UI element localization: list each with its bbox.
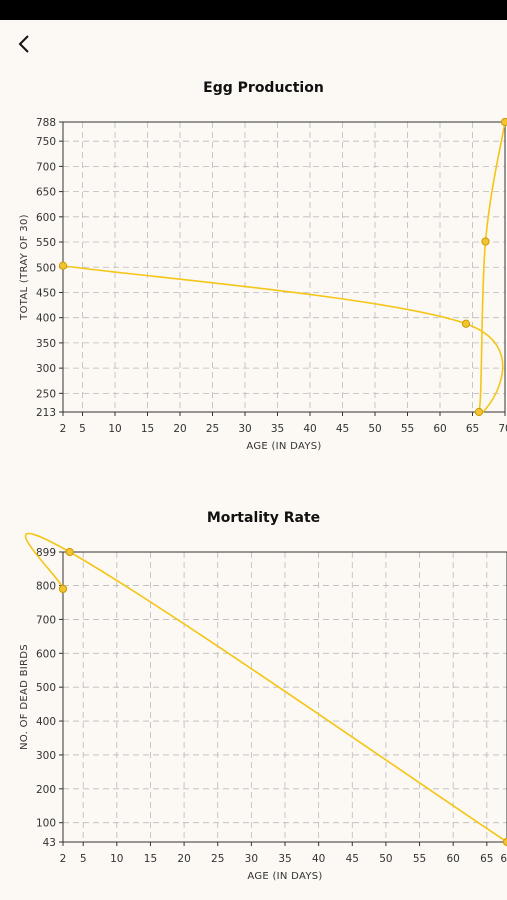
x-tick-label: 10 xyxy=(110,853,123,865)
y-tick-label: 700 xyxy=(36,614,56,626)
x-tick-label: 50 xyxy=(379,853,392,865)
back-button[interactable] xyxy=(10,30,38,58)
y-tick-label: 450 xyxy=(36,287,56,299)
x-tick-label: 30 xyxy=(245,853,258,865)
x-tick-label: 20 xyxy=(177,853,190,865)
y-tick-label: 750 xyxy=(36,136,56,148)
x-tick-label: 5 xyxy=(79,423,86,435)
x-tick-label: 55 xyxy=(401,423,414,435)
x-axis-title: AGE (IN DAYS) xyxy=(247,871,322,882)
y-tick-label: 500 xyxy=(36,682,56,694)
mortality-data-point[interactable] xyxy=(58,584,68,594)
x-tick-label: 70 xyxy=(498,423,507,435)
x-tick-label: 45 xyxy=(336,423,349,435)
chevron-left-icon xyxy=(18,35,29,53)
y-tick-label: 250 xyxy=(36,388,56,400)
y-tick-label: 600 xyxy=(36,648,56,660)
y-tick-label: 300 xyxy=(36,363,56,375)
y-tick-label: 550 xyxy=(36,237,56,249)
mortality-rate-title: Mortality Rate xyxy=(206,510,321,526)
mortality-rate-chart: 2510152025303540455055606568431002003004… xyxy=(19,532,507,882)
y-tick-label: 400 xyxy=(36,716,56,728)
status-bar xyxy=(0,0,507,20)
egg-production-title: Egg Production xyxy=(203,80,324,96)
y-tick-label: 500 xyxy=(36,262,56,274)
x-tick-label: 40 xyxy=(312,853,325,865)
x-tick-label: 35 xyxy=(271,423,284,435)
mortality-data-point[interactable] xyxy=(502,837,507,847)
x-tick-label: 60 xyxy=(446,853,459,865)
egg-data-point[interactable] xyxy=(474,407,484,417)
y-axis-title: NO. OF DEAD BIRDS xyxy=(19,644,30,750)
x-tick-label: 10 xyxy=(108,423,121,435)
mortality-series-line xyxy=(24,532,507,843)
egg-data-point[interactable] xyxy=(58,261,68,270)
y-tick-label: 200 xyxy=(36,784,56,796)
x-tick-label: 55 xyxy=(413,853,426,865)
y-tick-label: 899 xyxy=(36,547,56,559)
y-axis-title: TOTAL (TRAY OF 30) xyxy=(19,214,30,321)
y-tick-label: 43 xyxy=(43,837,56,849)
x-tick-label: 65 xyxy=(466,423,479,435)
x-tick-label: 40 xyxy=(303,423,316,435)
y-tick-label: 100 xyxy=(36,818,56,830)
x-tick-label: 25 xyxy=(211,853,224,865)
x-tick-label: 5 xyxy=(80,853,87,865)
y-tick-label: 400 xyxy=(36,313,56,325)
y-tick-label: 800 xyxy=(36,581,56,593)
y-tick-label: 788 xyxy=(36,117,56,129)
x-tick-label: 45 xyxy=(346,853,359,865)
y-tick-label: 350 xyxy=(36,338,56,350)
y-tick-label: 700 xyxy=(36,161,56,173)
egg-data-point[interactable] xyxy=(481,237,490,246)
y-tick-label: 213 xyxy=(36,407,56,419)
mortality-data-point[interactable] xyxy=(65,547,74,557)
x-tick-label: 30 xyxy=(238,423,251,435)
x-tick-label: 2 xyxy=(60,853,67,865)
y-tick-label: 300 xyxy=(36,750,56,762)
egg-production-chart: 25 10 15 20 25 30 35 40 45 50 55 60 65 70 213 250 300 350… xyxy=(19,117,507,452)
x-tick-label: 68 xyxy=(500,853,507,865)
x-tick-label: 15 xyxy=(141,423,154,435)
y-tick-label: 650 xyxy=(36,187,56,199)
egg-data-point[interactable] xyxy=(461,319,471,328)
egg-series-line xyxy=(62,121,506,415)
x-tick-label: 60 xyxy=(433,423,446,435)
x-tick-label: 25 xyxy=(206,423,219,435)
x-tick-label: 2 xyxy=(60,423,67,435)
x-tick-label: 65 xyxy=(480,853,493,865)
egg-data-point[interactable] xyxy=(500,117,507,127)
x-tick-label: 35 xyxy=(278,853,291,865)
x-tick-label: 50 xyxy=(368,423,381,435)
x-tick-label: 20 xyxy=(173,423,186,435)
y-tick-label: 600 xyxy=(36,212,56,224)
x-tick-label: 15 xyxy=(144,853,157,865)
x-axis-title: AGE (IN DAYS) xyxy=(246,441,321,452)
